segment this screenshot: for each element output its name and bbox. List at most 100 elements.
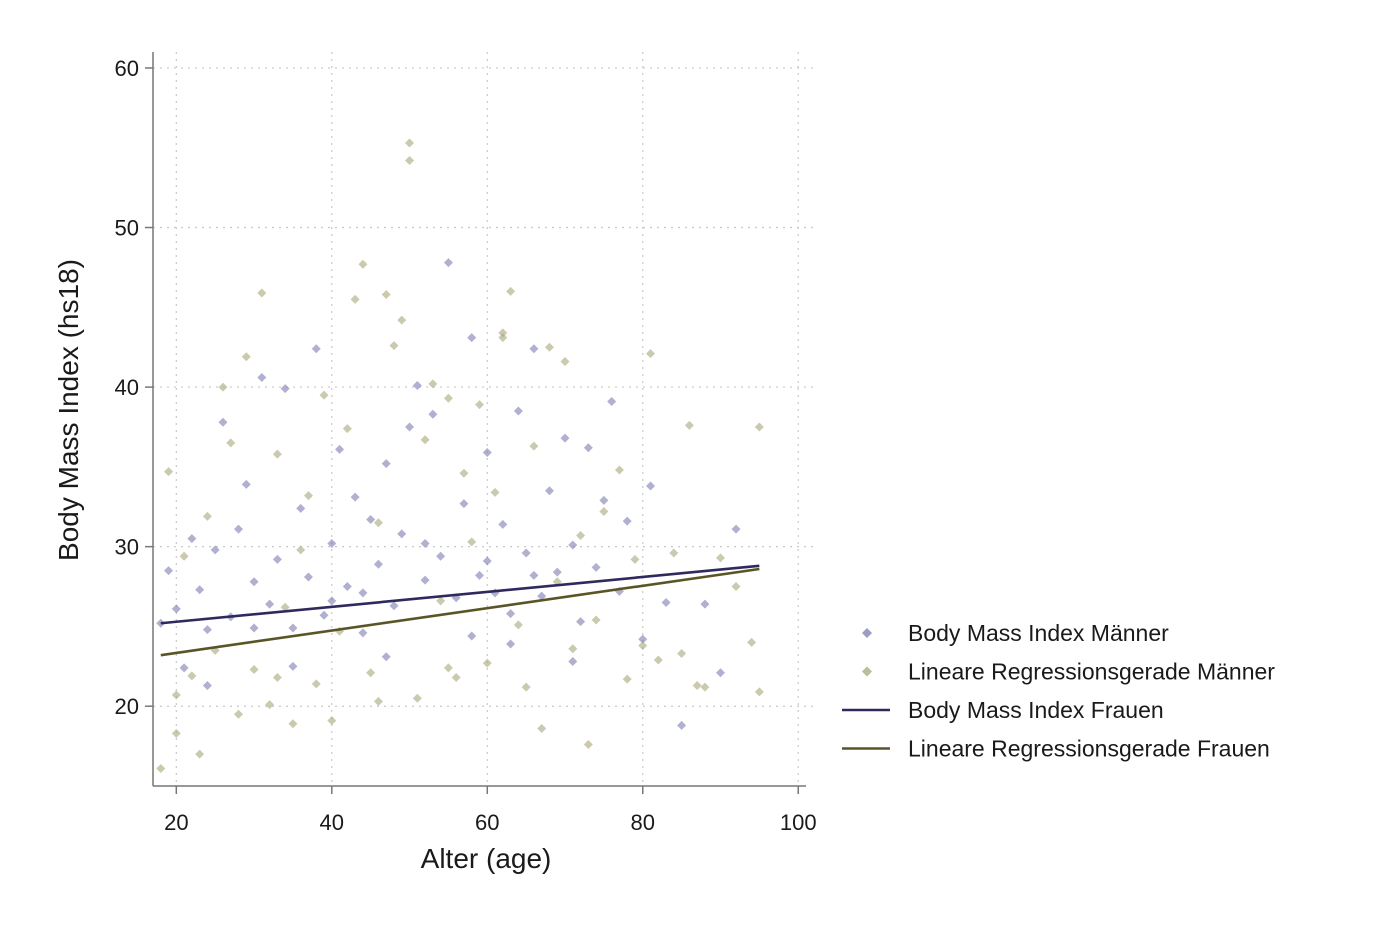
scatter-point bbox=[358, 259, 368, 269]
scatter-point bbox=[280, 602, 290, 612]
scatter-point bbox=[490, 487, 500, 497]
scatter-point bbox=[272, 554, 282, 564]
scatter-point bbox=[669, 548, 679, 558]
scatter-point bbox=[537, 591, 547, 601]
scatter-point bbox=[529, 344, 539, 354]
scatter-point bbox=[350, 294, 360, 304]
scatter-point bbox=[265, 700, 275, 710]
y-tick-label: 30 bbox=[115, 535, 139, 560]
scatter-point bbox=[459, 468, 469, 478]
scatter-point bbox=[241, 352, 251, 362]
scatter-point bbox=[544, 486, 554, 496]
scatter-point bbox=[529, 441, 539, 451]
scatter-points bbox=[156, 138, 764, 773]
scatter-point bbox=[311, 344, 321, 354]
scatter-point bbox=[700, 599, 710, 609]
scatter-point bbox=[366, 515, 376, 525]
scatter-point bbox=[405, 138, 415, 148]
scatter-point bbox=[583, 740, 593, 750]
grid bbox=[153, 52, 816, 786]
scatter-point bbox=[498, 328, 508, 338]
scatter-point bbox=[265, 599, 275, 609]
scatter-point bbox=[731, 524, 741, 534]
scatter-point bbox=[684, 420, 694, 430]
scatter-point bbox=[622, 674, 632, 684]
scatter-point bbox=[171, 728, 181, 738]
scatter-point bbox=[218, 382, 228, 392]
regression-line bbox=[160, 564, 760, 625]
scatter-point bbox=[568, 644, 578, 654]
regression-line bbox=[160, 567, 760, 657]
scatter-point bbox=[498, 519, 508, 529]
scatter-point bbox=[389, 341, 399, 351]
scatter-point bbox=[521, 548, 531, 558]
scatter-point bbox=[296, 503, 306, 513]
scatter-point bbox=[296, 545, 306, 555]
scatter-point bbox=[607, 396, 617, 406]
scatter-point bbox=[164, 467, 174, 477]
scatter-point bbox=[506, 639, 516, 649]
scatter-point bbox=[521, 682, 531, 692]
scatter-point bbox=[218, 417, 228, 427]
scatter-point bbox=[653, 655, 663, 665]
scatter-point bbox=[552, 567, 562, 577]
scatter-point bbox=[412, 380, 422, 390]
scatter-point bbox=[280, 384, 290, 394]
scatter-point bbox=[381, 459, 391, 469]
scatter-point bbox=[210, 545, 220, 555]
scatter-point bbox=[288, 623, 298, 633]
scatter-point bbox=[661, 598, 671, 607]
scatter-point bbox=[342, 582, 352, 592]
scatter-point bbox=[397, 529, 407, 539]
x-tick-label: 60 bbox=[475, 810, 499, 835]
scatter-point bbox=[475, 570, 484, 580]
scatter-point bbox=[226, 438, 236, 448]
scatter-point bbox=[397, 315, 407, 325]
scatter-point bbox=[358, 628, 368, 638]
scatter-point bbox=[257, 373, 267, 383]
legend-label: Body Mass Index Männer bbox=[908, 620, 1169, 646]
scatter-point bbox=[630, 554, 640, 564]
scatter-point bbox=[249, 577, 259, 587]
scatter-point bbox=[202, 625, 212, 635]
scatter-point bbox=[475, 400, 484, 410]
scatter-point bbox=[373, 518, 383, 528]
scatter-point bbox=[459, 499, 469, 509]
scatter-point bbox=[700, 682, 710, 692]
scatter-point bbox=[303, 491, 313, 501]
scatter-point bbox=[482, 556, 492, 566]
scatter-point bbox=[646, 481, 656, 491]
scatter-point bbox=[747, 637, 757, 647]
scatter-point bbox=[646, 349, 656, 359]
scatter-point bbox=[428, 409, 438, 419]
scatter-point bbox=[599, 507, 609, 517]
scatter-point bbox=[715, 553, 725, 563]
scatter-point bbox=[568, 657, 578, 667]
scatter-point bbox=[373, 696, 383, 706]
x-tick-label: 100 bbox=[780, 810, 817, 835]
scatter-point bbox=[576, 530, 586, 540]
scatter-point bbox=[319, 390, 329, 400]
scatter-point bbox=[234, 709, 244, 719]
scatter-point bbox=[443, 663, 453, 673]
scatter-point bbox=[754, 422, 764, 432]
legend-label: Body Mass Index Frauen bbox=[908, 697, 1164, 723]
scatter-point bbox=[443, 258, 453, 268]
scatter-point bbox=[537, 724, 547, 734]
scatter-point bbox=[443, 393, 453, 403]
scatter-point bbox=[288, 719, 298, 729]
scatter-point bbox=[311, 679, 321, 689]
scatter-point bbox=[482, 658, 492, 668]
scatter-point bbox=[412, 693, 422, 703]
y-tick-label: 50 bbox=[115, 216, 139, 241]
scatter-point bbox=[187, 534, 197, 544]
scatter-point bbox=[591, 562, 601, 572]
scatter-point bbox=[202, 680, 212, 690]
x-axis-title: Alter (age) bbox=[421, 843, 552, 874]
scatter-point bbox=[731, 582, 741, 592]
scatter-point bbox=[599, 495, 609, 505]
scatter-point bbox=[272, 449, 282, 459]
y-ticks: 20 30 40 50 60 bbox=[115, 56, 153, 719]
scatter-point bbox=[591, 615, 601, 625]
scatter-point bbox=[560, 433, 570, 443]
